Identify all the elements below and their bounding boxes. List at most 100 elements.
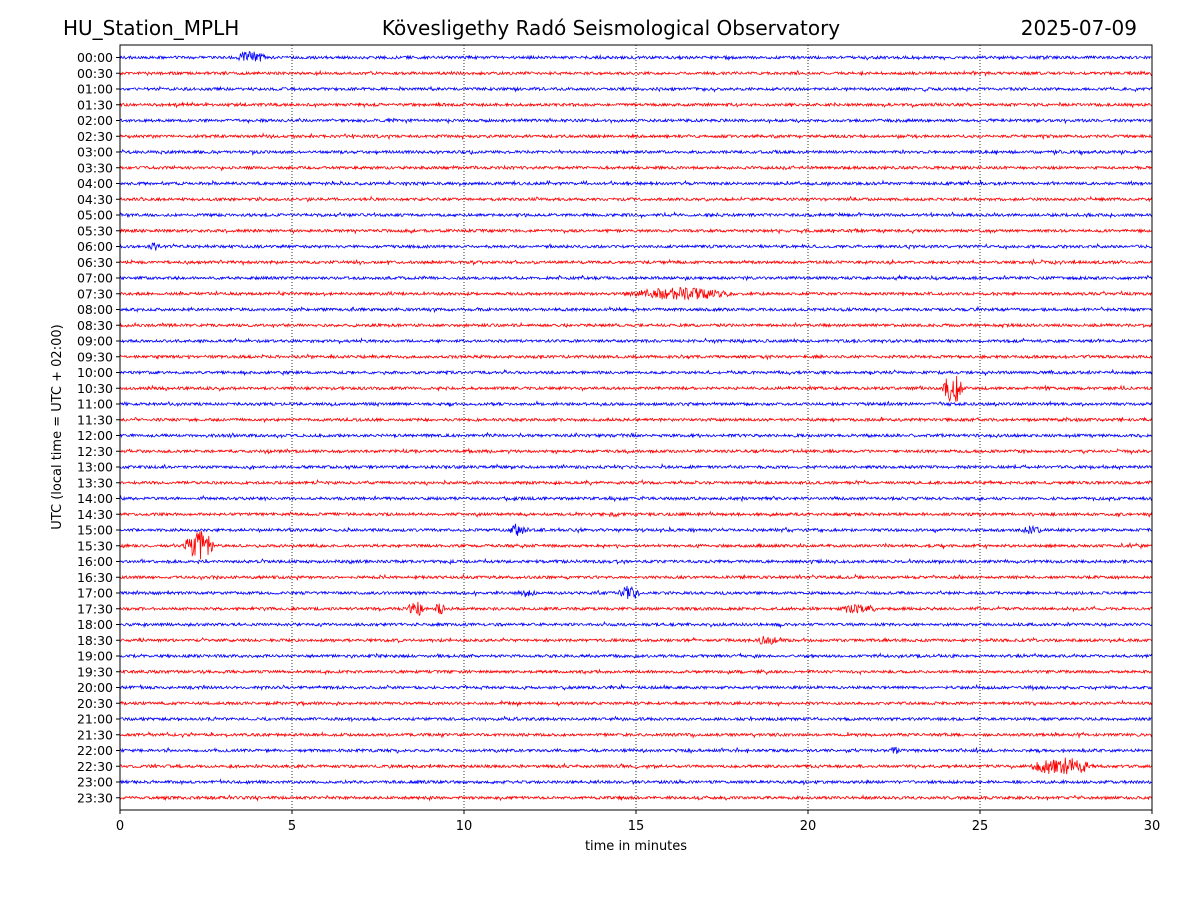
y-tick-label: 10:30: [77, 381, 113, 396]
trace-0330: [119, 164, 1153, 172]
trace-2300: [119, 778, 1153, 786]
x-tick-label: 25: [972, 819, 989, 834]
trace-1030: [119, 375, 1153, 403]
trace-1600: [119, 557, 1153, 566]
trace-0430: [119, 195, 1153, 203]
trace-0830: [119, 321, 1153, 329]
trace-0500: [119, 211, 1153, 220]
trace-0700: [119, 274, 1153, 282]
y-tick-label: 22:30: [77, 759, 113, 774]
trace-1400: [119, 494, 1153, 503]
trace-2100: [119, 715, 1153, 723]
y-tick-label: 01:00: [77, 82, 113, 97]
y-tick-label: 21:30: [77, 727, 113, 742]
y-tick-label: 13:00: [77, 460, 113, 475]
trace-0100: [119, 85, 1153, 93]
trace-1800: [119, 620, 1153, 629]
y-tick-label: 10:00: [77, 365, 113, 380]
trace-1730: [119, 601, 1153, 617]
trace-1330: [119, 478, 1153, 487]
y-tick-label: 19:00: [77, 649, 113, 664]
y-tick-label: 04:30: [77, 192, 113, 207]
trace-1430: [119, 510, 1153, 518]
y-tick-label: 16:30: [77, 570, 113, 585]
y-tick-label: 06:30: [77, 255, 113, 270]
y-tick-label: 20:30: [77, 696, 113, 711]
trace-2130: [119, 731, 1153, 739]
y-tick-label: 18:30: [77, 633, 113, 648]
trace-1500: [119, 523, 1153, 537]
trace-0400: [119, 179, 1153, 188]
trace-1630: [119, 573, 1153, 581]
trace-2000: [119, 683, 1153, 692]
trace-2200: [119, 746, 1153, 755]
y-tick-label: 16:00: [77, 554, 113, 569]
trace-1300: [119, 462, 1153, 471]
trace-1700: [119, 585, 1153, 599]
y-tick-label: 23:00: [77, 775, 113, 790]
trace-1900: [119, 652, 1153, 659]
chart-date: 2025-07-09: [1021, 16, 1137, 40]
station-name: HU_Station_MPLH: [63, 16, 239, 40]
trace-0530: [119, 227, 1153, 235]
y-tick-label: 02:30: [77, 129, 113, 144]
y-tick-label: 02:00: [77, 113, 113, 128]
y-tick-label: 07:30: [77, 286, 113, 301]
trace-0900: [119, 337, 1153, 345]
trace-0200: [119, 117, 1153, 125]
y-tick-label: 03:30: [77, 160, 113, 175]
y-tick-label: 12:30: [77, 444, 113, 459]
x-tick-label: 15: [628, 819, 645, 834]
y-tick-label: 21:00: [77, 712, 113, 727]
y-tick-label: 19:30: [77, 664, 113, 679]
y-tick-label: 03:00: [77, 145, 113, 160]
x-tick-label: 0: [116, 819, 124, 834]
y-tick-label: 05:00: [77, 208, 113, 223]
x-tick-label: 5: [288, 819, 296, 834]
trace-0230: [119, 132, 1153, 141]
trace-0130: [119, 101, 1153, 109]
y-tick-label: 17:30: [77, 601, 113, 616]
x-tick-label: 10: [456, 819, 473, 834]
y-tick-label: 22:00: [77, 743, 113, 758]
y-tick-label: 09:00: [77, 334, 113, 349]
x-tick-label: 30: [1144, 819, 1161, 834]
y-tick-label: 07:00: [77, 271, 113, 286]
y-tick-label: 15:30: [77, 538, 113, 553]
trace-1130: [119, 416, 1153, 424]
trace-2230: [119, 757, 1153, 775]
trace-0030: [119, 69, 1153, 77]
y-tick-label: 08:30: [77, 318, 113, 333]
y-axis-label: UTC (local time = UTC + 02:00): [50, 324, 65, 529]
y-tick-label: 23:30: [77, 790, 113, 805]
y-tick-label: 14:00: [77, 491, 113, 506]
x-tick-label: 20: [800, 819, 817, 834]
trace-0630: [119, 258, 1153, 267]
y-tick-label: 00:00: [77, 50, 113, 65]
x-axis-label: time in minutes: [585, 839, 687, 854]
y-tick-label: 20:00: [77, 680, 113, 695]
trace-2330: [119, 794, 1153, 802]
trace-1200: [119, 431, 1153, 439]
trace-0600: [119, 242, 1153, 251]
trace-1230: [119, 447, 1153, 456]
x-tick-labels: 0 5 10 15 20 25 30: [116, 810, 1160, 834]
y-tick-label: 04:00: [77, 176, 113, 191]
y-tick-label: 11:30: [77, 412, 113, 427]
y-tick-label: 06:00: [77, 239, 113, 254]
y-tick-label: 18:00: [77, 617, 113, 632]
trace-2030: [119, 699, 1153, 708]
trace-0800: [119, 305, 1153, 314]
trace-0930: [119, 353, 1153, 361]
y-tick-label: 14:30: [77, 507, 113, 522]
trace-1930: [119, 668, 1153, 676]
y-tick-label: 00:30: [77, 66, 113, 81]
y-tick-labels: 00:0000:3001:0001:3002:0002:3003:0003:30…: [77, 50, 120, 805]
trace-0000: [119, 50, 1153, 62]
trace-1530: [119, 530, 1153, 560]
trace-1830: [119, 635, 1153, 645]
trace-0300: [119, 148, 1153, 157]
y-tick-label: 01:30: [77, 97, 113, 112]
trace-1000: [119, 368, 1153, 377]
